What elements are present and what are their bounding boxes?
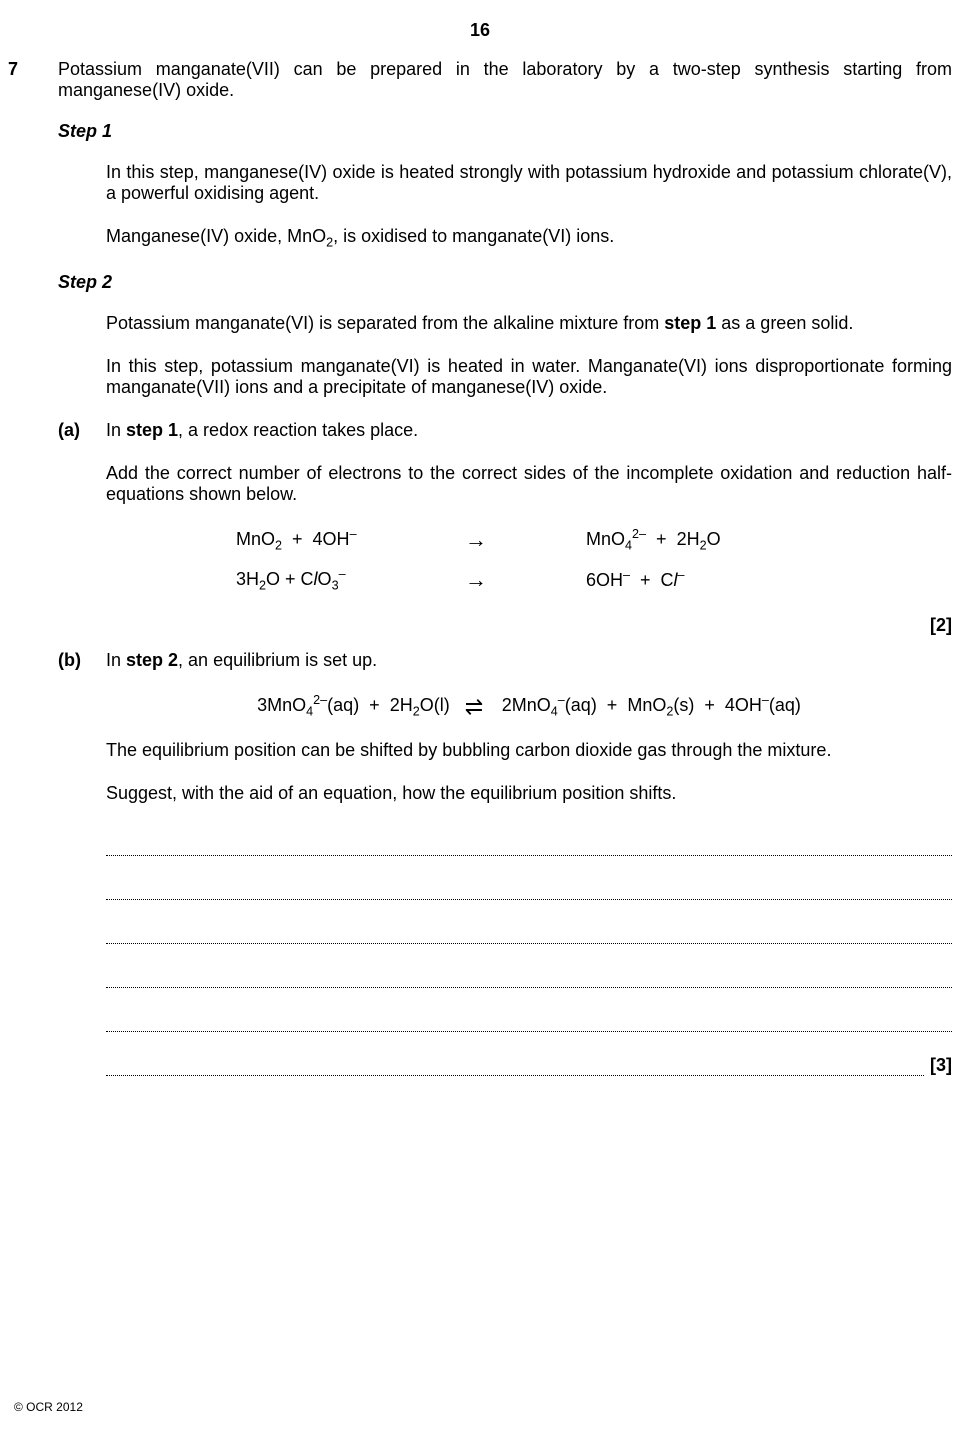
part-a: (a) In step 1, a redox reaction takes pl…: [58, 420, 952, 505]
answer-line[interactable]: [106, 870, 952, 900]
part-a-marks: [2]: [58, 615, 952, 636]
answer-line[interactable]: [106, 914, 952, 944]
half-equations: MnO2 + 4OH– → MnO42– + 2H2O 3H2O + ClO3–…: [58, 527, 952, 593]
equation-1: MnO2 + 4OH– → MnO42– + 2H2O: [106, 527, 952, 553]
part-b: (b) In step 2, an equilibrium is set up.…: [58, 650, 952, 1077]
step1-para2: Manganese(IV) oxide, MnO2, is oxidised t…: [106, 226, 952, 250]
step2-para2: In this step, potassium manganate(VI) is…: [106, 356, 952, 398]
question-content: 7 Potassium manganate(VII) can be prepar…: [8, 59, 952, 1076]
step1-content: In this step, manganese(IV) oxide is hea…: [58, 162, 952, 250]
part-b-para2: The equilibrium position can be shifted …: [106, 740, 952, 761]
step1-para1: In this step, manganese(IV) oxide is hea…: [106, 162, 952, 204]
part-b-para3: Suggest, with the aid of an equation, ho…: [106, 783, 952, 804]
step2-heading: Step 2: [58, 272, 952, 293]
footer-copyright: © OCR 2012: [14, 1400, 83, 1414]
part-b-text: In step 2, an equilibrium is set up. 3Mn…: [58, 650, 952, 1077]
question-number: 7: [8, 59, 18, 80]
step2-content: Potassium manganate(VI) is separated fro…: [58, 313, 952, 398]
part-a-label: (a): [58, 420, 80, 441]
answer-line[interactable]: [106, 826, 952, 856]
page-number: 16: [8, 20, 952, 41]
step2-para1: Potassium manganate(VI) is separated fro…: [106, 313, 952, 334]
equation-2: 3H2O + ClO3– → 6OH– + Cl–: [106, 567, 952, 593]
part-b-label: (b): [58, 650, 81, 671]
step1-heading: Step 1: [58, 121, 952, 142]
answer-line[interactable]: [106, 958, 952, 988]
intro-paragraph: 7 Potassium manganate(VII) can be prepar…: [58, 59, 952, 101]
part-a-text: In step 1, a redox reaction takes place.…: [58, 420, 952, 505]
equilibrium-equation: 3MnO42–(aq) + 2H2O(l) 2MnO4–(aq) + MnO2(…: [106, 693, 952, 719]
intro-text: Potassium manganate(VII) can be prepared…: [58, 59, 952, 100]
answer-line[interactable]: [106, 1002, 952, 1032]
part-b-marks: [3]: [924, 1055, 952, 1076]
answer-line-with-marks[interactable]: [3]: [106, 1046, 952, 1076]
